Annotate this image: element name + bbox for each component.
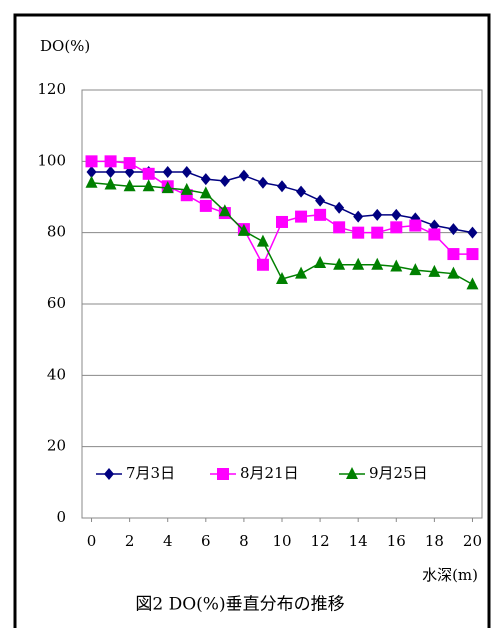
marker xyxy=(371,226,384,239)
x-tick-label: 8 xyxy=(239,532,249,550)
marker xyxy=(391,208,402,221)
y-tick-label: 120 xyxy=(37,80,66,98)
marker xyxy=(296,185,307,198)
x-tick-label: 0 xyxy=(87,532,97,550)
legend-label: 8月21日 xyxy=(240,464,299,482)
marker xyxy=(409,219,422,232)
marker xyxy=(353,210,364,223)
marker xyxy=(105,166,116,179)
marker xyxy=(295,266,308,279)
marker xyxy=(295,210,308,223)
marker xyxy=(256,234,269,247)
marker xyxy=(314,208,327,221)
marker xyxy=(257,176,268,189)
marker xyxy=(256,258,269,271)
x-tick-label: 10 xyxy=(272,532,291,550)
x-tick-label: 6 xyxy=(201,532,211,550)
marker xyxy=(276,272,288,285)
x-tick-label: 2 xyxy=(125,532,135,550)
y-tick-label: 100 xyxy=(37,151,66,169)
marker xyxy=(142,179,155,192)
marker xyxy=(467,226,478,239)
x-tick-label: 12 xyxy=(311,532,330,550)
marker xyxy=(104,177,117,190)
legend-label: 9月25日 xyxy=(369,464,428,482)
marker xyxy=(181,166,192,179)
caption: 図2 DO(%)垂直分布の推移 xyxy=(135,595,344,615)
marker xyxy=(352,257,365,270)
marker xyxy=(466,248,479,261)
marker xyxy=(199,199,212,212)
marker xyxy=(161,181,174,194)
legend-marker xyxy=(104,468,114,480)
marker xyxy=(428,264,441,277)
marker xyxy=(180,182,193,195)
marker xyxy=(86,166,97,179)
y-tick-label: 0 xyxy=(56,508,66,526)
marker xyxy=(162,166,173,179)
marker xyxy=(315,194,326,207)
marker xyxy=(371,257,384,270)
marker xyxy=(333,257,346,270)
legend-label: 7月3日 xyxy=(126,464,175,482)
marker xyxy=(333,221,346,234)
marker xyxy=(466,277,479,290)
marker xyxy=(104,155,117,168)
marker xyxy=(314,255,327,268)
marker xyxy=(390,221,403,234)
marker xyxy=(199,186,212,199)
x-tick-label: 4 xyxy=(163,532,173,550)
marker xyxy=(200,173,211,186)
marker xyxy=(447,266,460,279)
chart-border xyxy=(13,13,491,628)
y-tick-label: 40 xyxy=(47,365,66,383)
marker xyxy=(448,223,459,236)
x-tick-label: 20 xyxy=(463,532,482,550)
marker xyxy=(123,179,136,192)
marker xyxy=(276,215,288,228)
y-tick-label: 20 xyxy=(47,437,66,455)
marker xyxy=(447,248,460,261)
legend-marker xyxy=(346,467,358,479)
marker xyxy=(428,228,441,241)
marker xyxy=(372,208,383,221)
x-axis-label: 水深(m) xyxy=(422,566,478,584)
x-tick-label: 18 xyxy=(425,532,444,550)
y-tick-label: 80 xyxy=(47,223,66,241)
y-tick-label: 60 xyxy=(47,294,66,312)
marker xyxy=(219,174,230,187)
marker xyxy=(352,226,365,239)
marker xyxy=(237,223,250,236)
marker xyxy=(277,180,287,193)
marker xyxy=(123,157,136,170)
x-tick-label: 14 xyxy=(349,532,368,550)
marker xyxy=(142,167,155,180)
marker xyxy=(409,263,422,276)
marker xyxy=(238,169,249,182)
legend-marker xyxy=(217,468,229,480)
x-tick-label: 16 xyxy=(387,532,406,550)
marker xyxy=(218,204,231,217)
marker xyxy=(85,175,98,188)
marker xyxy=(334,201,345,214)
y-axis-label: DO(%) xyxy=(40,37,90,55)
marker xyxy=(85,155,98,168)
marker xyxy=(390,259,403,272)
